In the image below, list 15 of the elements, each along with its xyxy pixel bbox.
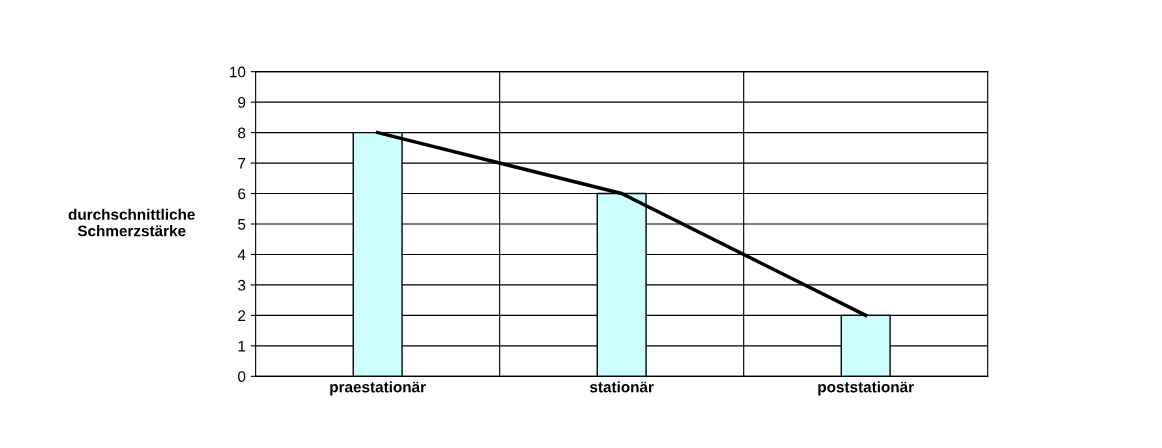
y-tick-label: 7 (238, 158, 246, 169)
y-axis-title: durchschnittliche Schmerzstärke (68, 208, 195, 237)
y-tick-label: 5 (238, 219, 246, 230)
y-tick-label: 3 (238, 279, 246, 291)
y-tick-label: 8 (238, 127, 246, 139)
y-tick-label: 0 (238, 371, 246, 383)
y-tick-label: 2 (238, 310, 246, 321)
x-tick-label: poststationär (818, 381, 914, 396)
y-tick-label: 10 (230, 66, 246, 78)
y-tick-label: 9 (238, 97, 246, 108)
y-tick-label: 6 (238, 188, 246, 200)
x-tick-label: stationär (589, 381, 654, 393)
y-tick-label: 1 (238, 340, 246, 352)
y-tick-label: 4 (237, 249, 246, 260)
x-tick-label: praestationär (330, 381, 426, 396)
